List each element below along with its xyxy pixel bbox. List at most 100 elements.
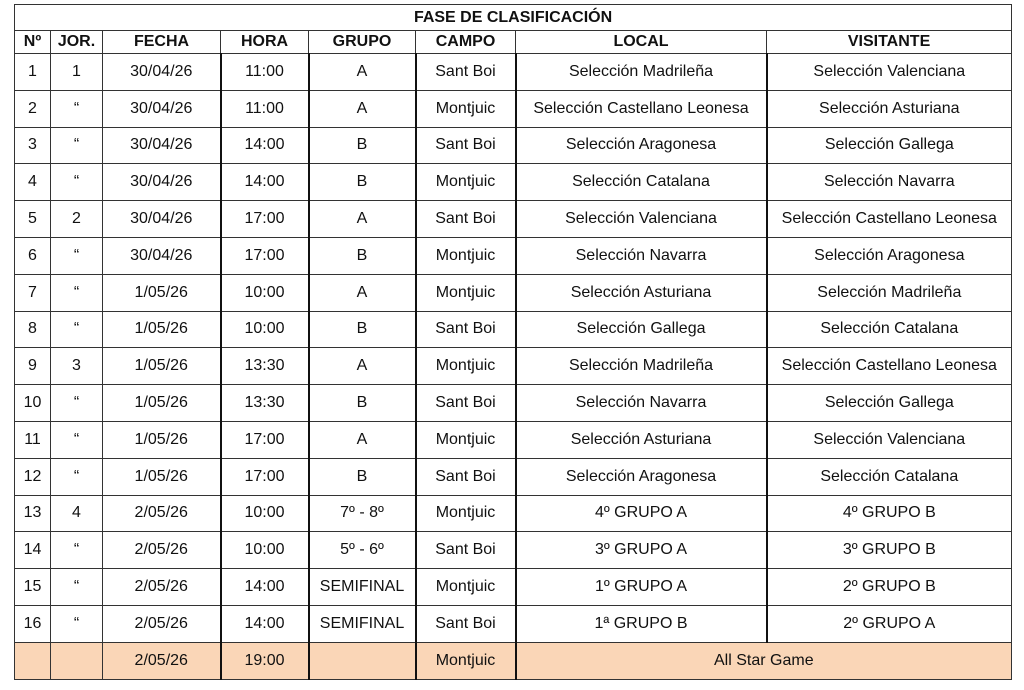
table-row: 1 1 30/04/26 11:00 A Sant Boi Selección Madril… (14, 53, 1013, 91)
table-row: 3 “30/04/26 14:00 B Sant Boi Selección Aragon… (14, 126, 1013, 165)
campo-cell: Sant Boi (414, 604, 516, 643)
match-number-cell: 12 (14, 457, 51, 496)
table-row: 6 “30/04/26 17:00 B Montjuic Selección Navarr… (14, 236, 1013, 275)
table-row: 4 “30/04/26 14:00 B Montjuic Selección Catala… (14, 163, 1013, 202)
table-row: 12 “1/05/26 17:00 B Sant Boi Selección Aragon… (14, 457, 1013, 496)
event-cell: All Star Game (514, 641, 1013, 680)
fecha-cell: 1/05/26 (102, 457, 221, 496)
grupo-cell: B (307, 457, 416, 496)
table-row: 8 “1/05/26 10:00 B Sant Boi Selección Gallega… (14, 310, 1013, 349)
hora-cell: 17:00 (219, 457, 309, 496)
fecha-cell: 30/04/26 (102, 89, 221, 128)
visitor-team-cell: 3º GRUPO B (765, 531, 1013, 570)
visitor-team-cell: 4º GRUPO B (765, 494, 1013, 533)
jornada-cell: 1 (50, 53, 103, 91)
local-team-cell: Selección Valenciana (514, 200, 767, 238)
jornada-cell: 3 (50, 347, 103, 386)
hora-cell: 13:30 (219, 347, 309, 386)
visitor-team-cell: Selección Asturiana (765, 89, 1013, 128)
table-row: 15 “2/05/26 14:00 SEMIFINAL Montjuic 1º GRUPO… (14, 568, 1013, 606)
jornada-cell: “ (50, 457, 103, 496)
column-header: VISITANTE (765, 30, 1013, 54)
hora-cell: 10:00 (219, 310, 309, 349)
local-team-cell: 4º GRUPO A (514, 494, 767, 533)
hora-cell: 10:00 (219, 494, 309, 533)
match-number-cell: 4 (14, 163, 51, 202)
match-number-cell: 10 (14, 384, 51, 422)
hora-cell: 14:00 (219, 126, 309, 165)
campo-cell: Sant Boi (414, 126, 516, 165)
match-number-cell: 1 (14, 53, 51, 91)
visitor-team-cell: Selección Catalana (765, 310, 1013, 349)
match-number-cell: 9 (14, 347, 51, 386)
visitor-team-cell: Selección Gallega (765, 384, 1013, 422)
table-title: FASE DE CLASIFICACIÓN (13, 4, 1013, 31)
campo-cell: Montjuic (414, 273, 516, 312)
table-row: 14 “2/05/26 10:00 5º - 6º Sant Boi 3º GRUPO A… (14, 531, 1013, 570)
column-header: JOR. (50, 30, 103, 54)
match-number-cell: 14 (14, 531, 51, 570)
jornada-cell: “ (50, 531, 103, 570)
visitor-team-cell: Selección Castellano Leonesa (765, 200, 1013, 238)
table-row: 13 4 2/05/26 10:00 7º - 8º Montjuic 4º GRUPO A… (14, 494, 1013, 533)
column-header: HORA (220, 30, 309, 54)
match-number-cell: 2 (14, 89, 51, 128)
grupo-cell: SEMIFINAL (307, 604, 416, 643)
visitor-team-cell: Selección Catalana (765, 457, 1013, 496)
jornada-cell: “ (50, 420, 103, 459)
schedule-table: FASE DE CLASIFICACIÓN Nº JOR. FECHA HORA GRU… (13, 4, 1013, 680)
fecha-cell: 2/05/26 (102, 568, 221, 606)
fecha-cell: 1/05/26 (102, 273, 221, 312)
grupo-cell: A (307, 273, 416, 312)
hora-cell: 17:00 (219, 236, 309, 275)
match-number-cell: 3 (14, 126, 51, 165)
hora-cell: 14:00 (219, 568, 309, 606)
fecha-cell: 30/04/26 (102, 163, 221, 202)
jornada-cell: “ (50, 604, 103, 643)
campo-cell: Montjuic (414, 89, 516, 128)
local-team-cell: Selección Castellano Leonesa (514, 89, 767, 128)
fecha-cell: 1/05/26 (102, 310, 221, 349)
visitor-team-cell: 2º GRUPO A (765, 604, 1013, 643)
jornada-cell: 2 (50, 200, 103, 238)
fecha-cell: 30/04/26 (102, 126, 221, 165)
grupo-cell: B (307, 236, 416, 275)
column-header: LOCAL (515, 30, 767, 54)
local-team-cell: 3º GRUPO A (514, 531, 767, 570)
local-team-cell: Selección Navarra (514, 236, 767, 275)
local-team-cell: 1º GRUPO A (514, 568, 767, 606)
campo-cell: Sant Boi (414, 200, 516, 238)
jor-cell (50, 641, 103, 680)
campo-cell: Montjuic (414, 568, 516, 606)
match-number-cell: 11 (14, 420, 51, 459)
local-team-cell: Selección Asturiana (514, 420, 767, 459)
grupo-cell: 5º - 6º (307, 531, 416, 570)
local-team-cell: Selección Aragonesa (514, 126, 767, 165)
match-number-cell: 6 (14, 236, 51, 275)
local-team-cell: Selección Gallega (514, 310, 767, 349)
jornada-cell: “ (50, 126, 103, 165)
table-row: 2 “30/04/26 11:00 A Montjuic Selección Castel… (14, 89, 1013, 128)
local-team-cell: Selección Navarra (514, 384, 767, 422)
match-number-cell: 8 (14, 310, 51, 349)
match-number-cell: 7 (14, 273, 51, 312)
table-row: 5 2 30/04/26 17:00 A Sant Boi Selección Valenc… (14, 200, 1013, 238)
visitor-team-cell: 2º GRUPO B (765, 568, 1013, 606)
fecha-cell: 2/05/26 (102, 531, 221, 570)
grupo-cell: B (307, 126, 416, 165)
fecha-cell: 30/04/26 (102, 200, 221, 238)
jornada-cell: “ (50, 89, 103, 128)
visitor-team-cell: Selección Gallega (765, 126, 1013, 165)
campo-cell: Sant Boi (414, 310, 516, 349)
match-number-cell: 15 (14, 568, 51, 606)
local-team-cell: Selección Madrileña (514, 347, 767, 386)
fecha-cell: 30/04/26 (102, 236, 221, 275)
fecha-cell: 2/05/26 (102, 641, 221, 680)
fecha-cell: 1/05/26 (102, 347, 221, 386)
fecha-cell: 2/05/26 (102, 494, 221, 533)
jornada-cell: 4 (50, 494, 103, 533)
campo-cell: Sant Boi (414, 53, 516, 91)
jornada-cell: “ (50, 310, 103, 349)
visitor-team-cell: Selección Castellano Leonesa (765, 347, 1013, 386)
grupo-cell: 7º - 8º (307, 494, 416, 533)
